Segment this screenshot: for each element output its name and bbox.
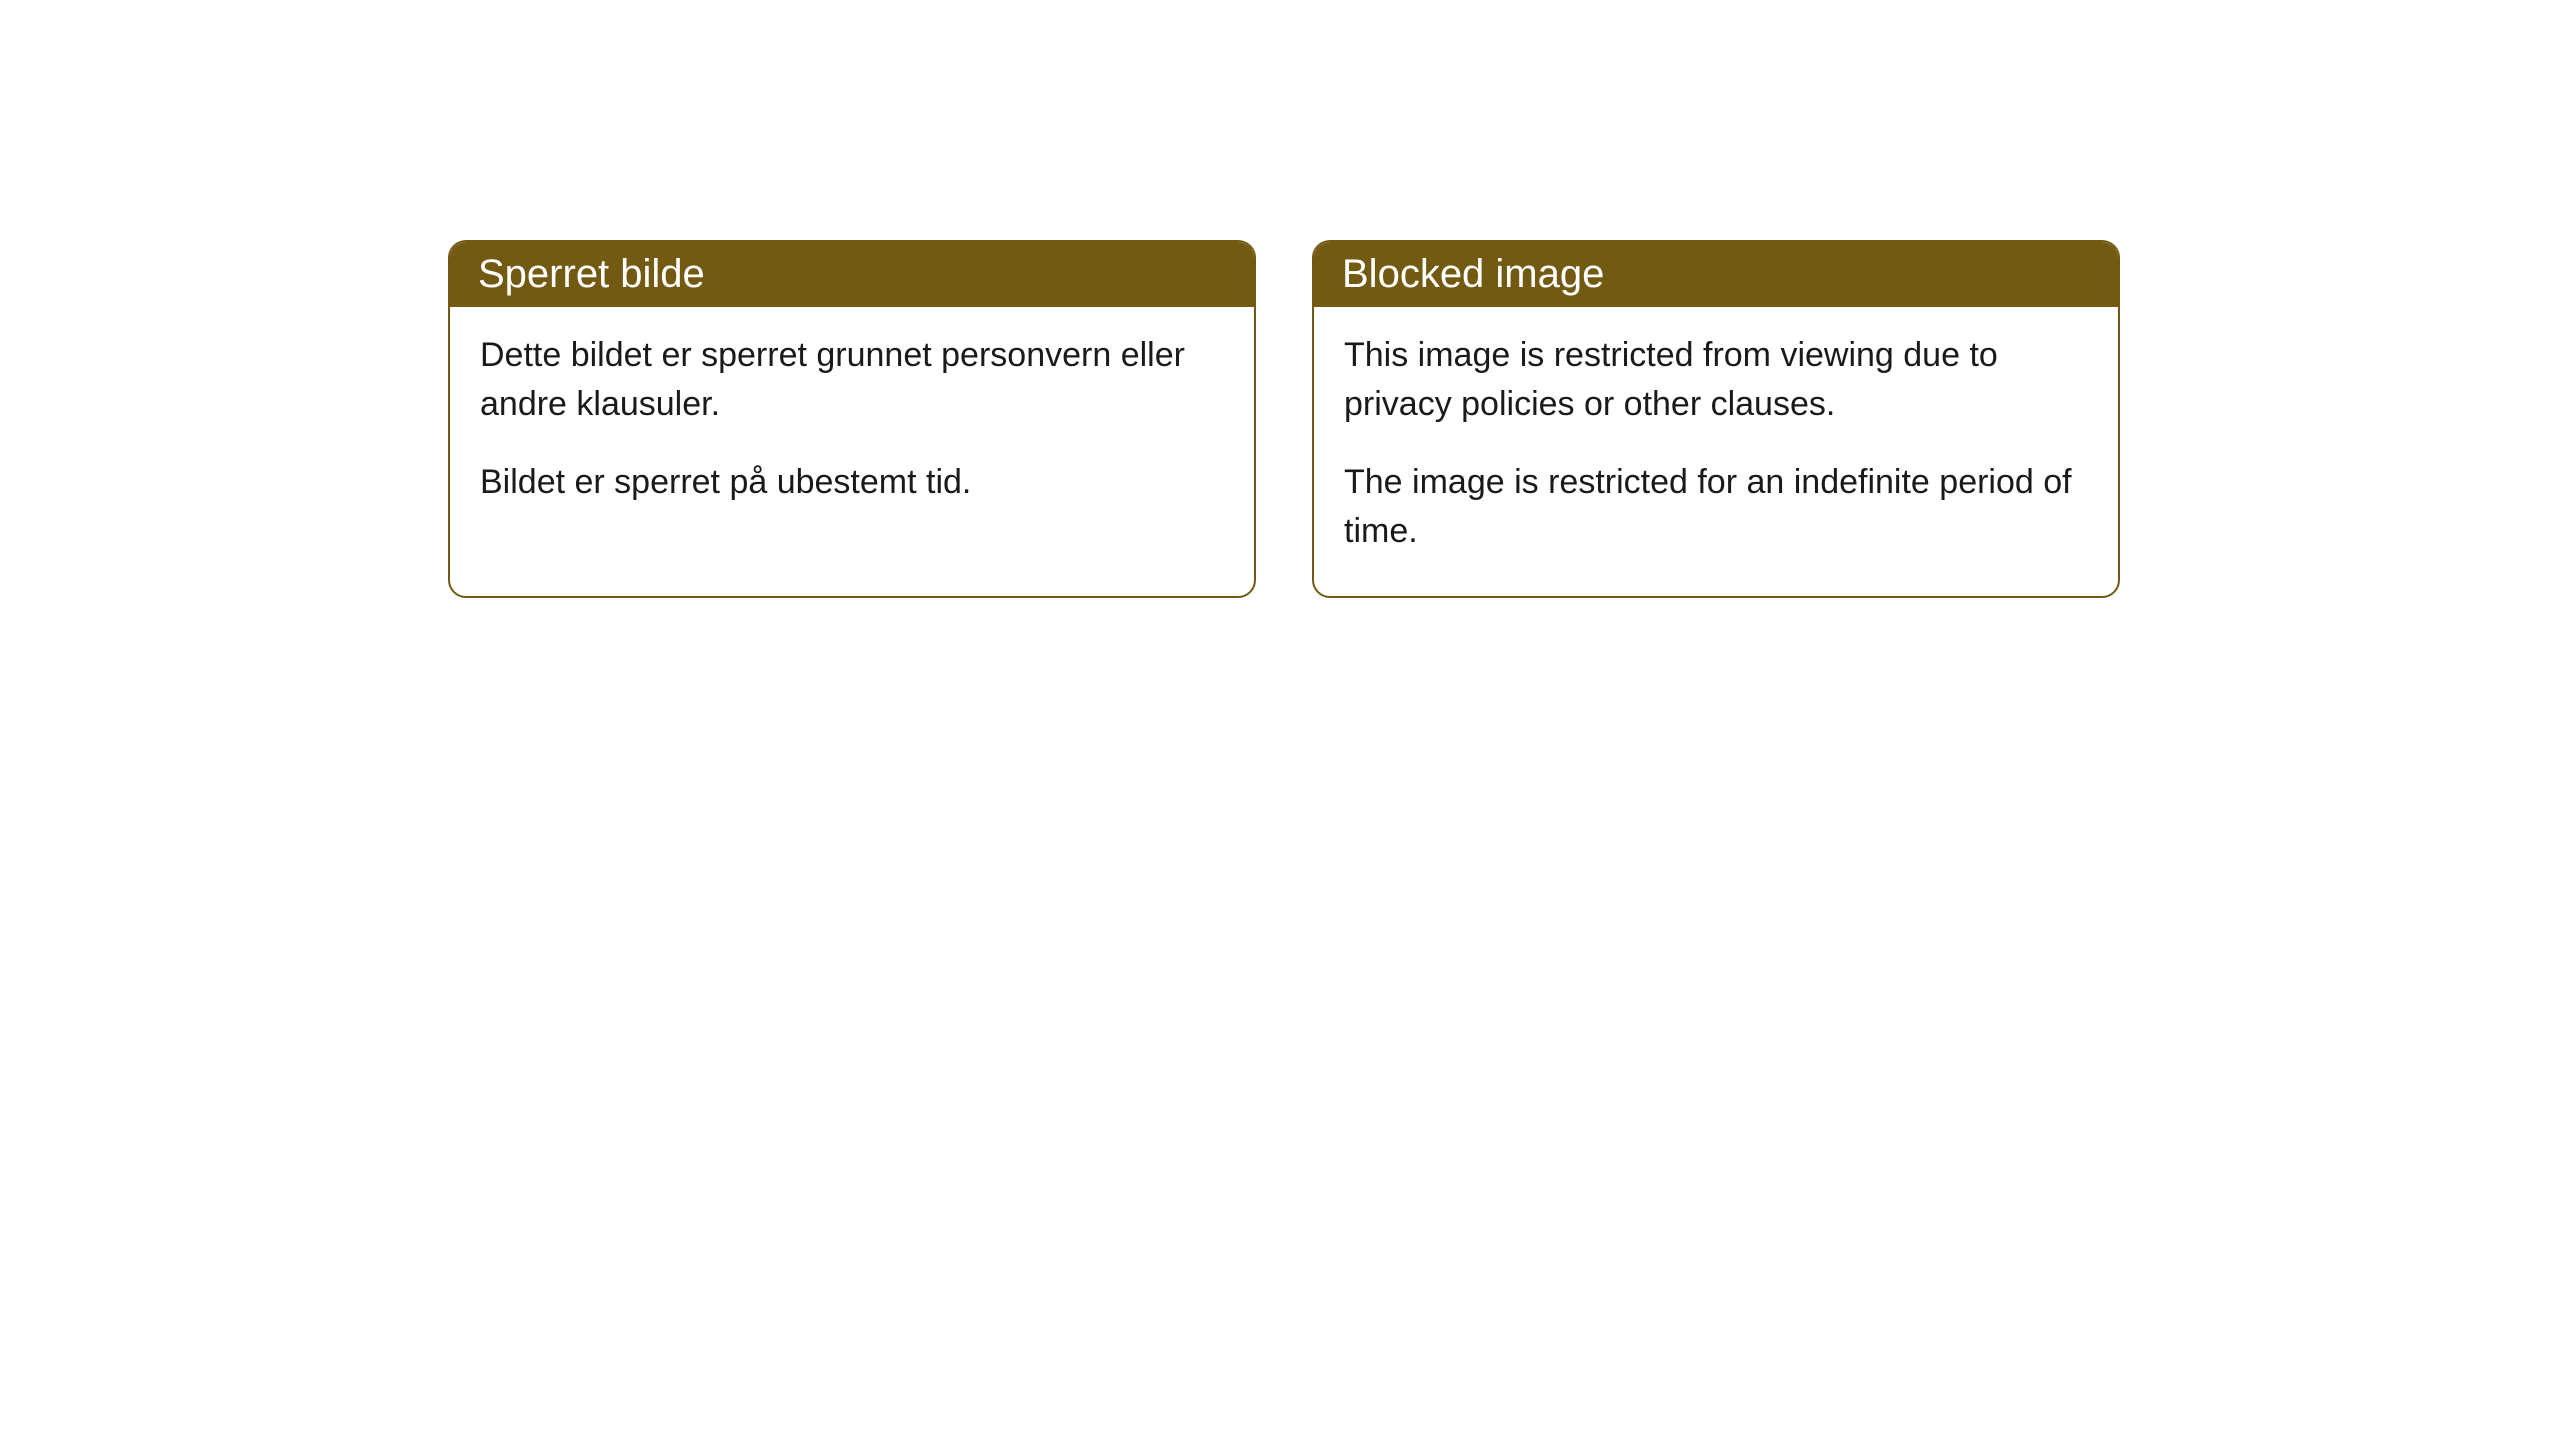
card-title: Blocked image bbox=[1342, 252, 1604, 296]
notice-cards-container: Sperret bilde Dette bildet er sperret gr… bbox=[448, 240, 2560, 598]
card-title: Sperret bilde bbox=[478, 252, 705, 296]
card-paragraph: Dette bildet er sperret grunnet personve… bbox=[480, 331, 1224, 430]
card-paragraph: This image is restricted from viewing du… bbox=[1344, 331, 2088, 430]
blocked-image-card-norwegian: Sperret bilde Dette bildet er sperret gr… bbox=[448, 240, 1256, 598]
card-body: Dette bildet er sperret grunnet personve… bbox=[450, 307, 1254, 547]
card-paragraph: Bildet er sperret på ubestemt tid. bbox=[480, 458, 1224, 507]
card-body: This image is restricted from viewing du… bbox=[1314, 307, 2118, 596]
blocked-image-card-english: Blocked image This image is restricted f… bbox=[1312, 240, 2120, 598]
card-paragraph: The image is restricted for an indefinit… bbox=[1344, 458, 2088, 557]
card-header: Sperret bilde bbox=[450, 242, 1254, 307]
card-header: Blocked image bbox=[1314, 242, 2118, 307]
